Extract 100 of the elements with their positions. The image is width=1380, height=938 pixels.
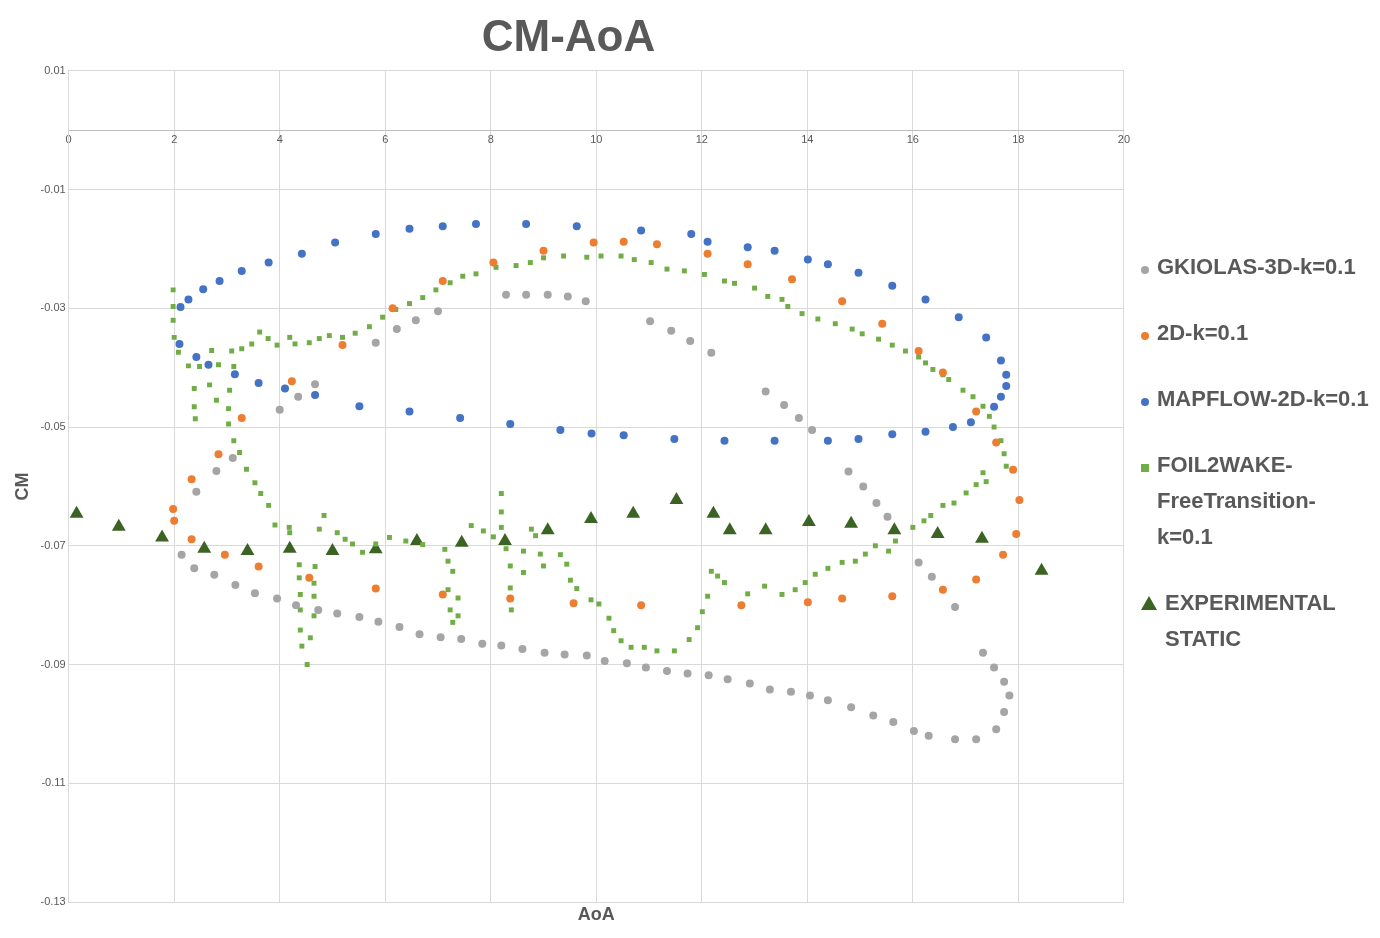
point <box>878 319 887 328</box>
point <box>438 222 447 231</box>
point <box>192 352 201 361</box>
point <box>720 436 729 445</box>
point <box>999 550 1008 559</box>
point <box>637 226 646 235</box>
y-tick-label: -0.07 <box>40 538 66 551</box>
point <box>405 224 414 233</box>
y-tick-label: -0.05 <box>40 420 66 433</box>
point <box>1012 529 1021 538</box>
point <box>584 511 598 524</box>
y-tick-label: -0.09 <box>40 657 66 670</box>
point <box>1009 465 1018 474</box>
point <box>170 516 179 525</box>
point <box>914 347 923 356</box>
point <box>254 379 263 388</box>
point <box>722 522 737 535</box>
point <box>687 230 696 239</box>
point <box>930 525 945 538</box>
point <box>556 426 565 434</box>
point <box>1002 370 1011 379</box>
y-tick-label: -0.03 <box>40 301 66 314</box>
point <box>838 594 847 603</box>
x-tick-label: 10 <box>590 132 603 145</box>
y-axis-title: CM <box>11 472 32 501</box>
point <box>287 377 296 386</box>
point <box>921 427 930 436</box>
legend-label: EXPERIMENTAL STATIC <box>1165 589 1337 653</box>
point <box>975 530 989 543</box>
point <box>626 505 641 518</box>
point <box>175 339 184 348</box>
point <box>438 276 447 285</box>
point <box>311 390 320 399</box>
point <box>844 515 859 528</box>
point <box>743 243 752 252</box>
point <box>331 238 340 247</box>
point <box>1002 382 1011 391</box>
point <box>801 514 816 527</box>
point <box>572 222 581 231</box>
point <box>456 414 465 423</box>
point <box>803 598 812 607</box>
point <box>264 258 273 267</box>
point <box>921 295 930 304</box>
point <box>966 418 975 427</box>
point <box>215 276 224 285</box>
point <box>176 303 185 312</box>
point <box>498 533 512 546</box>
point <box>938 585 947 594</box>
point <box>703 237 712 246</box>
point <box>888 281 897 290</box>
point <box>569 599 578 608</box>
point <box>282 540 297 553</box>
point <box>371 584 380 593</box>
point <box>254 562 263 571</box>
x-tick-label: 18 <box>1012 132 1025 145</box>
x-tick-label: 6 <box>382 132 389 145</box>
y-tick-label: -0.11 <box>41 776 66 789</box>
point <box>972 575 981 584</box>
point <box>637 601 646 610</box>
point <box>1034 562 1049 575</box>
point <box>823 436 832 445</box>
point <box>184 295 193 304</box>
x-tick-label: 20 <box>1117 132 1131 145</box>
x-tick-label: 12 <box>695 132 708 145</box>
point <box>187 475 196 484</box>
x-tick-label: 14 <box>801 132 814 145</box>
point <box>297 249 306 258</box>
point <box>204 360 213 369</box>
point <box>888 592 897 601</box>
point <box>506 420 515 429</box>
point <box>471 219 480 228</box>
point <box>1015 496 1024 505</box>
point <box>338 341 347 350</box>
point <box>938 368 947 377</box>
point <box>737 601 746 610</box>
point <box>996 392 1005 401</box>
point <box>788 275 797 284</box>
point <box>823 260 832 269</box>
point <box>703 249 712 258</box>
point <box>706 505 721 518</box>
point <box>996 356 1005 365</box>
point <box>670 434 679 443</box>
point <box>489 258 498 267</box>
point <box>240 543 255 556</box>
point <box>220 550 229 559</box>
point <box>305 573 314 582</box>
x-tick-label: 2 <box>171 132 178 145</box>
x-tick-label: 8 <box>487 132 494 145</box>
point <box>982 333 991 342</box>
point <box>743 260 752 269</box>
point <box>619 237 628 246</box>
point <box>587 429 596 438</box>
point <box>669 492 684 505</box>
point <box>888 430 897 439</box>
point <box>325 543 340 556</box>
point <box>280 384 289 393</box>
point <box>405 407 414 416</box>
point <box>438 590 447 599</box>
point <box>990 402 999 411</box>
legend-label: GKIOLAS-3D-k=0.1 <box>1157 253 1356 281</box>
